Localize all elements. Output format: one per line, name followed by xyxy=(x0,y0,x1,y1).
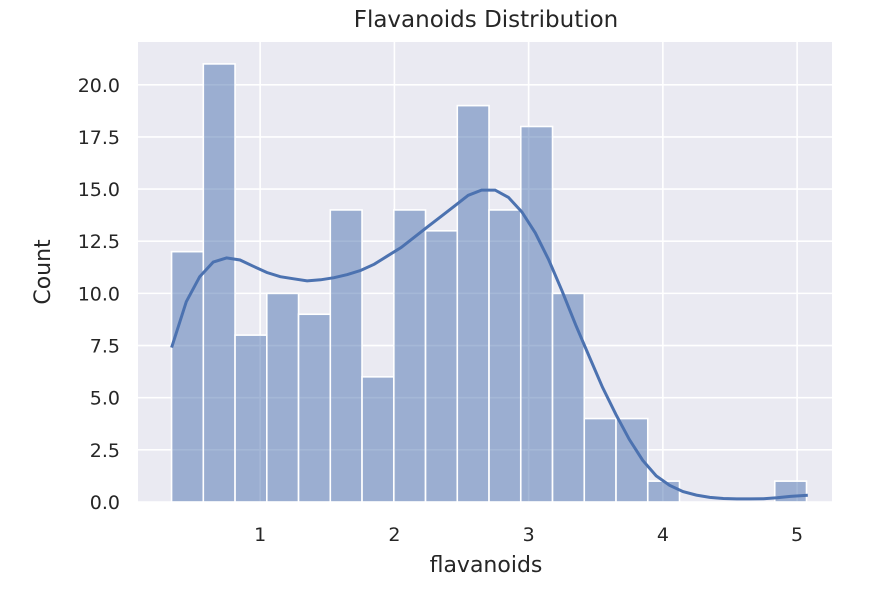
bar-0 xyxy=(170,250,205,503)
bar-5 xyxy=(329,209,363,503)
y-tick-label: 17.5 xyxy=(78,127,120,149)
bar-12 xyxy=(551,292,586,503)
bar-9 xyxy=(456,104,490,503)
bar-10 xyxy=(488,209,522,503)
bar-6 xyxy=(361,376,395,503)
y-tick-label: 15.0 xyxy=(78,179,120,201)
bar-15 xyxy=(646,480,681,503)
bars xyxy=(170,63,808,503)
kde-curve xyxy=(170,188,808,501)
x-tick-label: 3 xyxy=(523,524,535,546)
bar-2 xyxy=(234,334,268,503)
y-tick-label: 5.0 xyxy=(90,388,120,410)
bar-13 xyxy=(583,417,617,503)
bar-8 xyxy=(424,229,459,503)
y-tick-label: 0.0 xyxy=(90,492,120,514)
x-tick-labels: 1 2 3 4 5 xyxy=(254,524,803,546)
y-tick-label: 20.0 xyxy=(78,75,120,97)
bar-3 xyxy=(265,292,300,503)
chart-title: Flavanoids Distribution xyxy=(354,7,619,33)
bar-11 xyxy=(519,125,554,503)
y-tick-label: 12.5 xyxy=(78,231,120,253)
y-tick-label: 7.5 xyxy=(90,336,120,358)
bar-4 xyxy=(297,313,332,503)
x-tick-label: 2 xyxy=(388,524,400,546)
y-tick-labels: 0.0 2.5 5.0 7.5 10.0 12.5 15.0 17.5 20.0 xyxy=(78,75,120,514)
bar-1 xyxy=(202,63,236,503)
y-tick-label: 10.0 xyxy=(78,283,120,305)
y-axis-label: Count xyxy=(31,239,56,305)
bar-7 xyxy=(392,209,427,503)
y-tick-label: 2.5 xyxy=(90,440,120,462)
x-tick-label: 1 xyxy=(254,524,266,546)
x-tick-label: 4 xyxy=(657,524,669,546)
x-axis-label: flavanoids xyxy=(430,553,543,578)
x-tick-label: 5 xyxy=(791,524,803,546)
